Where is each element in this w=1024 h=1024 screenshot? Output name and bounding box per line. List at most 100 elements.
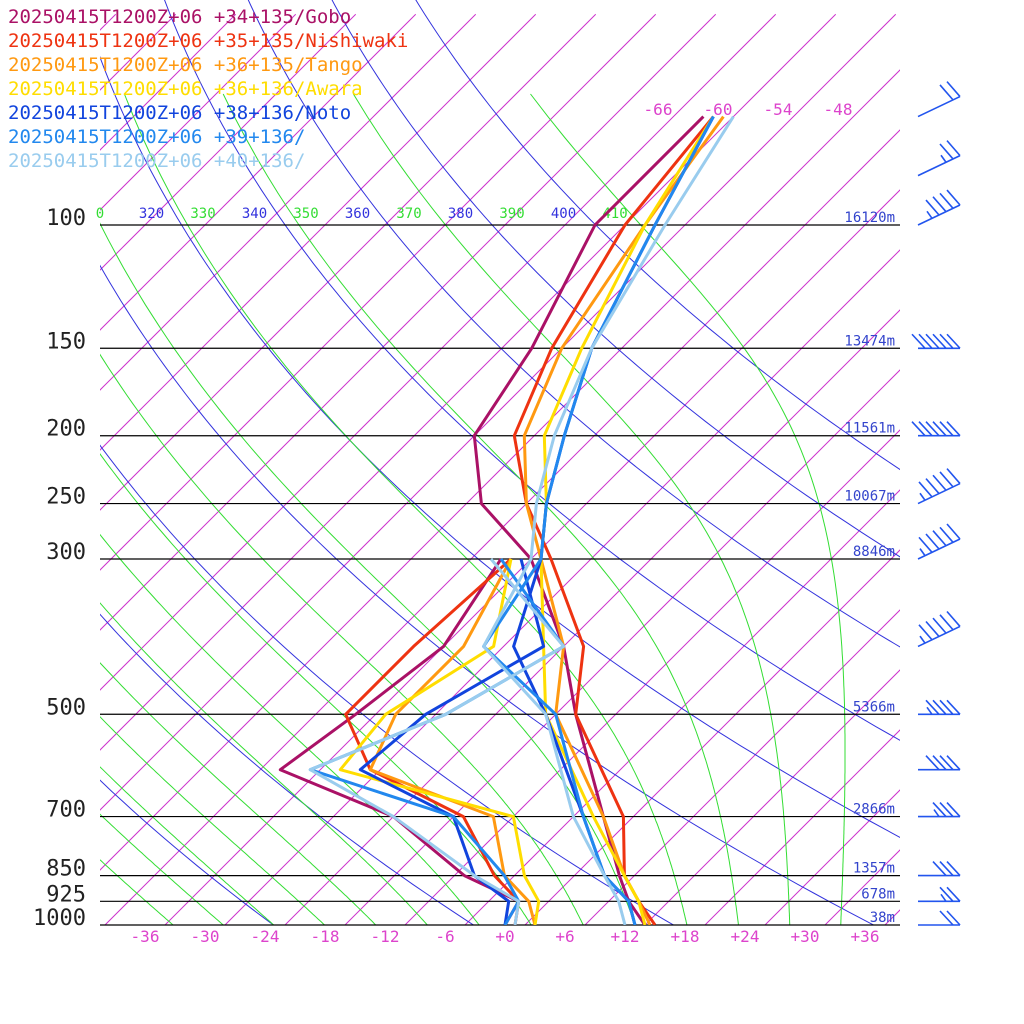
legend-entry: 20250415T1200Z+06 +39+136/ — [8, 126, 305, 148]
wind-barb — [918, 886, 961, 903]
pressure-label: 200 — [46, 417, 86, 442]
isotherm-line — [644, 669, 900, 925]
wind-barb — [917, 468, 961, 505]
wind-barb-feather — [939, 143, 954, 160]
height-label: 678m — [861, 886, 895, 902]
theta-label: 340 — [242, 206, 267, 222]
height-label: 2866m — [853, 802, 895, 818]
wind-barb-feather — [925, 478, 940, 495]
wind-barb-feather — [932, 421, 947, 437]
temperature-profile — [472, 115, 705, 925]
x-tick-label: +24 — [731, 927, 760, 946]
pressure-label: 850 — [46, 857, 86, 882]
wind-barb-feather — [946, 861, 961, 877]
theta-label: 390 — [499, 206, 524, 222]
isotherm-line — [100, 13, 477, 391]
moist-adiabat-line — [222, 93, 739, 925]
wind-barb — [918, 910, 961, 926]
temperature-profile — [539, 115, 715, 925]
isotherm-line — [100, 13, 297, 211]
moist-adiabat-line — [100, 222, 636, 925]
wind-barb-feather — [946, 421, 961, 437]
pressure-label: 150 — [46, 329, 86, 354]
isotherm-line — [584, 609, 900, 925]
x-tick-label: -12 — [371, 927, 400, 946]
dry-adiabat-line — [100, 613, 475, 925]
wind-barb-feather — [932, 802, 947, 818]
isotherm-line — [524, 549, 900, 925]
isotherm-label: -48 — [824, 100, 853, 119]
isotherm-line — [764, 789, 900, 925]
plot-labels: 100 16120m 150 13474m 200 11561m 250 10067m 300 8… — [33, 100, 895, 946]
wind-barb-feather — [939, 886, 954, 902]
pressure-label: 300 — [46, 540, 86, 565]
legend-entry: 20250415T1200Z+06 +36+136/Awara — [8, 78, 363, 100]
height-label: 8846m — [853, 544, 895, 560]
x-tick-label: +30 — [791, 927, 820, 946]
height-label: 11561m — [844, 421, 895, 437]
wind-barb-shaft — [917, 95, 961, 118]
wind-barb — [918, 755, 961, 771]
wind-barb — [918, 699, 961, 716]
theta-label: 0 — [96, 206, 104, 222]
wind-barb-feather — [939, 192, 954, 209]
height-label: 10067m — [844, 489, 895, 505]
isotherm-line — [100, 13, 657, 571]
wind-barb-feather — [939, 84, 954, 101]
pressure-label: 100 — [46, 206, 86, 231]
wind-barb — [918, 802, 961, 818]
x-tick-label: +0 — [495, 927, 514, 946]
wind-barb-feather — [946, 468, 961, 485]
wind-barbs — [911, 81, 961, 926]
background-lines — [100, 0, 900, 925]
wind-barb-feather — [925, 333, 940, 349]
wind-barb-feather — [932, 755, 947, 771]
wind-barb-feather — [939, 526, 954, 543]
legend: 20250415T1200Z+06 +34+135/Gobo20250415T1… — [8, 6, 408, 172]
moist-adiabat-line — [100, 662, 377, 925]
dewpoint-profile — [308, 558, 566, 925]
x-tick-label: -36 — [131, 927, 160, 946]
isotherm-label: -54 — [764, 100, 793, 119]
wind-barb-feather — [946, 81, 961, 98]
wind-barb-half-feather — [940, 154, 947, 163]
wind-barb-feather — [939, 471, 954, 488]
temperature-profile — [522, 115, 725, 925]
wind-barb-feather — [932, 333, 947, 349]
isotherm-line — [100, 13, 597, 511]
wind-barb-feather — [946, 333, 961, 349]
wind-barb-feather — [946, 699, 961, 715]
isotherm-line — [824, 849, 900, 925]
dry-adiabat-line — [164, 0, 900, 741]
wind-barb — [917, 610, 961, 648]
wind-barb-feather — [939, 802, 954, 818]
pressure-label: 1000 — [33, 906, 86, 931]
wind-barb-feather — [946, 910, 961, 926]
isotherm-line — [100, 13, 357, 271]
legend-entry: 20250415T1200Z+06 +35+135/Nishiwaki — [8, 30, 408, 52]
wind-barb — [917, 189, 961, 226]
moist-adiabat-line — [100, 813, 224, 925]
isotherm-line — [100, 13, 417, 331]
wind-barb-feather — [939, 333, 954, 349]
wind-barb-feather — [939, 910, 954, 926]
wind-barb-half-feather — [926, 210, 933, 219]
x-tick-label: -6 — [435, 927, 454, 946]
pressure-label: 500 — [46, 695, 86, 720]
theta-label: 330 — [190, 206, 215, 222]
sounding-profiles — [278, 115, 735, 925]
moist-adiabat-line — [100, 353, 584, 925]
pressure-label: 700 — [46, 798, 86, 823]
wind-barb-half-feather — [940, 893, 947, 902]
isotherm-line — [464, 489, 900, 925]
wind-barb-half-feather — [919, 635, 926, 644]
wind-barb-feather — [925, 699, 940, 715]
x-tick-label: +6 — [555, 927, 574, 946]
wind-barb — [917, 523, 961, 560]
wind-barb-feather — [925, 421, 940, 437]
height-label: 38m — [870, 910, 895, 926]
wind-barb-half-feather — [919, 492, 926, 501]
wind-barb-half-feather — [933, 809, 940, 818]
dry-adiabat-line — [100, 444, 675, 925]
moist-adiabat-line — [100, 602, 428, 925]
